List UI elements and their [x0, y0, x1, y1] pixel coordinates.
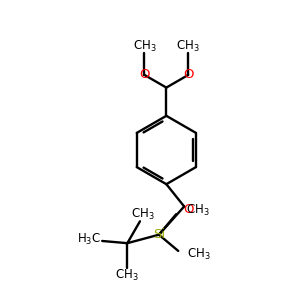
- Text: CH$_3$: CH$_3$: [176, 39, 200, 54]
- Text: CH$_3$: CH$_3$: [116, 267, 139, 283]
- Text: CH$_3$: CH$_3$: [133, 39, 156, 54]
- Text: O: O: [183, 68, 194, 82]
- Text: O: O: [139, 68, 150, 82]
- Text: Si: Si: [153, 228, 165, 241]
- Text: CH$_3$: CH$_3$: [186, 203, 209, 218]
- Text: O: O: [183, 203, 194, 216]
- Text: H$_3$C: H$_3$C: [76, 232, 101, 247]
- Text: CH$_3$: CH$_3$: [187, 247, 210, 262]
- Text: CH$_3$: CH$_3$: [131, 207, 155, 222]
